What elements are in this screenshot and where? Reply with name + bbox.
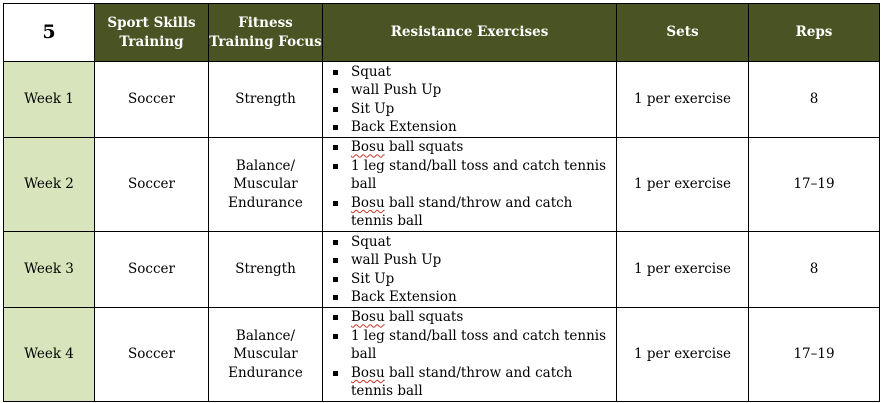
header-sets: Sets	[616, 3, 749, 62]
reps-cell: 8	[748, 231, 880, 308]
exercises-cell: Squat wall Push Up Sit Up Back Extension	[322, 61, 617, 138]
exercise-item: wall Push Up	[331, 81, 612, 100]
table-row: Week 2 Soccer Balance/ Muscular Enduranc…	[3, 137, 880, 232]
spell-marked-word: Bosu	[351, 139, 385, 156]
exercise-item: Squat	[331, 233, 612, 252]
table-row: Week 4 Soccer Balance/ Muscular Enduranc…	[3, 307, 880, 402]
header-row: 5 Sport Skills Training Fitness Training…	[3, 3, 880, 62]
exercise-item: Bosu ball squats	[331, 308, 612, 327]
week-cell: Week 3	[3, 231, 95, 308]
week-cell: Week 1	[3, 61, 95, 138]
exercise-text: ball squats	[384, 139, 464, 156]
spell-marked-word: Bosu	[351, 309, 385, 326]
exercise-item: Sit Up	[331, 100, 612, 119]
header-reps: Reps	[748, 3, 880, 62]
week-cell: Week 2	[3, 137, 95, 232]
reps-cell: 17–19	[748, 307, 880, 402]
exercise-text: ball stand/throw and catch tennis ball	[351, 364, 573, 400]
training-table: 5 Sport Skills Training Fitness Training…	[3, 3, 880, 402]
exercise-item: wall Push Up	[331, 251, 612, 270]
exercises-cell: Bosu ball squats 1 leg stand/ball toss a…	[322, 307, 617, 402]
reps-cell: 8	[748, 61, 880, 138]
header-sport: Sport Skills Training	[94, 3, 209, 62]
table-row: Week 1 Soccer Strength Squat wall Push U…	[3, 61, 880, 138]
exercises-cell: Bosu ball squats 1 leg stand/ball toss a…	[322, 137, 617, 232]
sport-cell: Soccer	[94, 231, 209, 308]
focus-cell: Strength	[208, 61, 323, 138]
sets-cell: 1 per exercise	[616, 307, 749, 402]
header-exercises: Resistance Exercises	[322, 3, 617, 62]
sport-cell: Soccer	[94, 61, 209, 138]
exercise-item: 1 leg stand/ball toss and catch tennis b…	[331, 327, 612, 364]
exercises-cell: Squat wall Push Up Sit Up Back Extension	[322, 231, 617, 308]
sport-cell: Soccer	[94, 307, 209, 402]
header-focus: Fitness Training Focus	[208, 3, 323, 62]
spell-marked-word: Bosu	[351, 364, 385, 381]
exercise-item: Bosu ball squats	[331, 138, 612, 157]
reps-cell: 17–19	[748, 137, 880, 232]
exercise-item: Back Extension	[331, 288, 612, 307]
sets-cell: 1 per exercise	[616, 137, 749, 232]
focus-cell: Balance/ Muscular Endurance	[208, 307, 323, 402]
focus-cell: Strength	[208, 231, 323, 308]
exercise-item: Bosu ball stand/throw and catch tennis b…	[331, 194, 612, 231]
sets-cell: 1 per exercise	[616, 61, 749, 138]
exercise-item: Sit Up	[331, 270, 612, 289]
exercise-list: Squat wall Push Up Sit Up Back Extension	[331, 63, 612, 137]
exercise-text: ball squats	[384, 309, 464, 326]
table-row: Week 3 Soccer Strength Squat wall Push U…	[3, 231, 880, 308]
exercise-item: 1 leg stand/ball toss and catch tennis b…	[331, 157, 612, 194]
exercise-item: Back Extension	[331, 118, 612, 137]
exercise-text: ball stand/throw and catch tennis ball	[351, 194, 573, 230]
spell-marked-word: Bosu	[351, 194, 385, 211]
week-cell: Week 4	[3, 307, 95, 402]
exercise-list: Bosu ball squats 1 leg stand/ball toss a…	[331, 138, 612, 231]
exercise-item: Bosu ball stand/throw and catch tennis b…	[331, 364, 612, 401]
exercise-list: Bosu ball squats 1 leg stand/ball toss a…	[331, 308, 612, 401]
table-number: 5	[3, 3, 95, 62]
sets-cell: 1 per exercise	[616, 231, 749, 308]
focus-cell: Balance/ Muscular Endurance	[208, 137, 323, 232]
exercise-item: Squat	[331, 63, 612, 82]
exercise-list: Squat wall Push Up Sit Up Back Extension	[331, 233, 612, 307]
sport-cell: Soccer	[94, 137, 209, 232]
